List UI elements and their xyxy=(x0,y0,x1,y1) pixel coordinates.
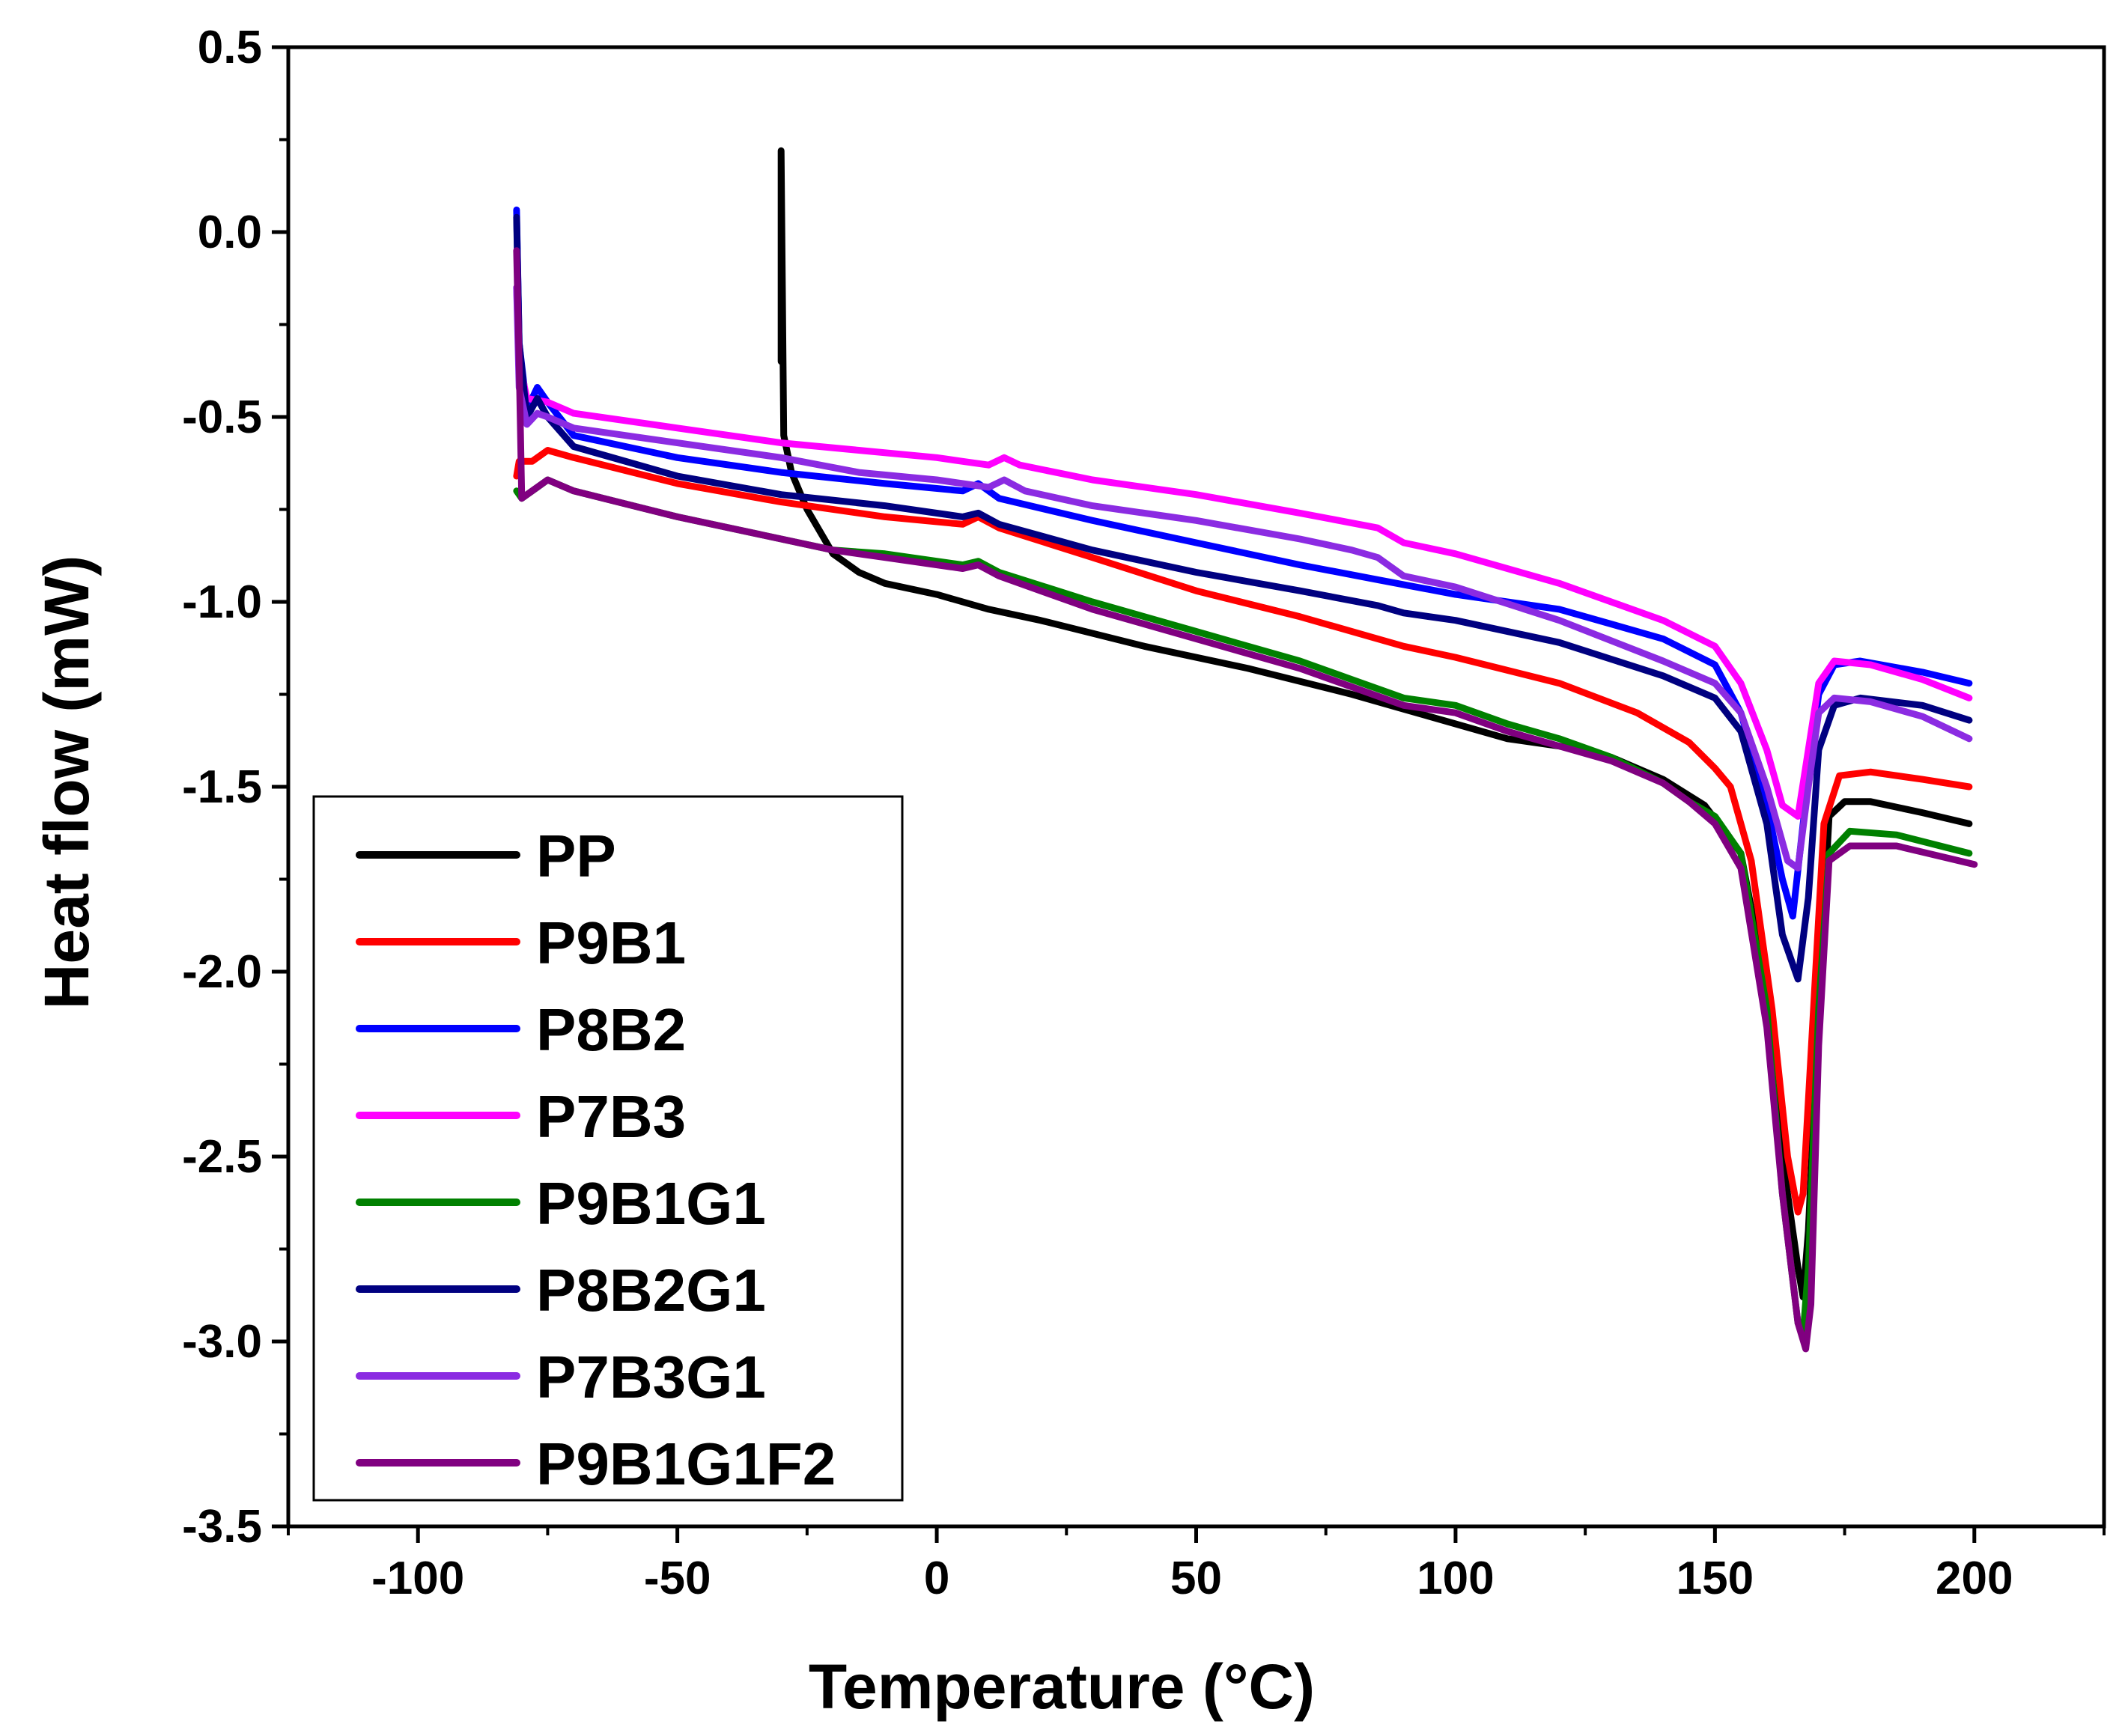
series-line-p9b1g1f2 xyxy=(513,247,1978,1353)
legend-label-p7b3g1: P7B3G1 xyxy=(536,1344,766,1410)
legend-label-pp: PP xyxy=(536,823,616,889)
data-series xyxy=(513,147,1978,1353)
y-tick-label: -0.5 xyxy=(182,392,262,443)
legend-items: PP P9B1 P8B2 P7B3 P9B1G1 P8B2G1 P7B3G1 P9B1G1F2 xyxy=(356,823,836,1497)
y-tick-label: 0.5 xyxy=(198,22,262,73)
legend-label-p8b2: P8B2 xyxy=(536,996,686,1063)
legend: PP P9B1 P8B2 P7B3 P9B1G1 P8B2G1 P7B3G1 P9B1G1F2 xyxy=(312,795,904,1502)
y-tick-label: -3.0 xyxy=(182,1316,262,1368)
y-tick-label: -3.5 xyxy=(182,1501,262,1553)
x-tick-label: -100 xyxy=(371,1553,464,1604)
y-tick-label: -2.5 xyxy=(182,1131,262,1183)
legend-label-p9b1g1: P9B1G1 xyxy=(536,1170,766,1237)
legend-label-p8b2g1: P8B2G1 xyxy=(536,1257,766,1324)
legend-label-p9b1g1f2: P9B1G1F2 xyxy=(536,1431,836,1497)
y-tick-label: -1.0 xyxy=(182,576,262,628)
x-tick-label: 150 xyxy=(1676,1553,1754,1604)
x-tick-label: -50 xyxy=(644,1553,711,1604)
legend-label-p7b3: P7B3 xyxy=(536,1083,686,1150)
y-axis-title: Heat flow (mW) xyxy=(31,555,102,1010)
series-line-p9b1 xyxy=(513,447,1973,1216)
y-tick-label: -2.0 xyxy=(182,946,262,998)
series-line-p7b3g1 xyxy=(513,284,1973,872)
series-line-p8b2g1 xyxy=(513,213,1973,983)
series-line-p7b3 xyxy=(513,284,1973,820)
legend-label-p9b1: P9B1 xyxy=(536,910,686,976)
x-axis-title: Temperature (°C) xyxy=(809,1651,1315,1722)
x-tick-label: 0 xyxy=(924,1553,949,1604)
x-tick-label: 200 xyxy=(1936,1553,2013,1604)
x-tick-label: 100 xyxy=(1417,1553,1494,1604)
legend-box xyxy=(312,795,904,1502)
y-tick-label: -1.5 xyxy=(182,761,262,813)
axis-tick-labels: -100 -50 0 50 100 150 200 0.5 0.0 -0.5 -1.0 -1.5 -2.… xyxy=(182,22,2013,1604)
x-tick-label: 50 xyxy=(1170,1553,1222,1604)
axis-ticks xyxy=(272,45,2106,1543)
y-tick-label: 0.0 xyxy=(198,207,262,258)
